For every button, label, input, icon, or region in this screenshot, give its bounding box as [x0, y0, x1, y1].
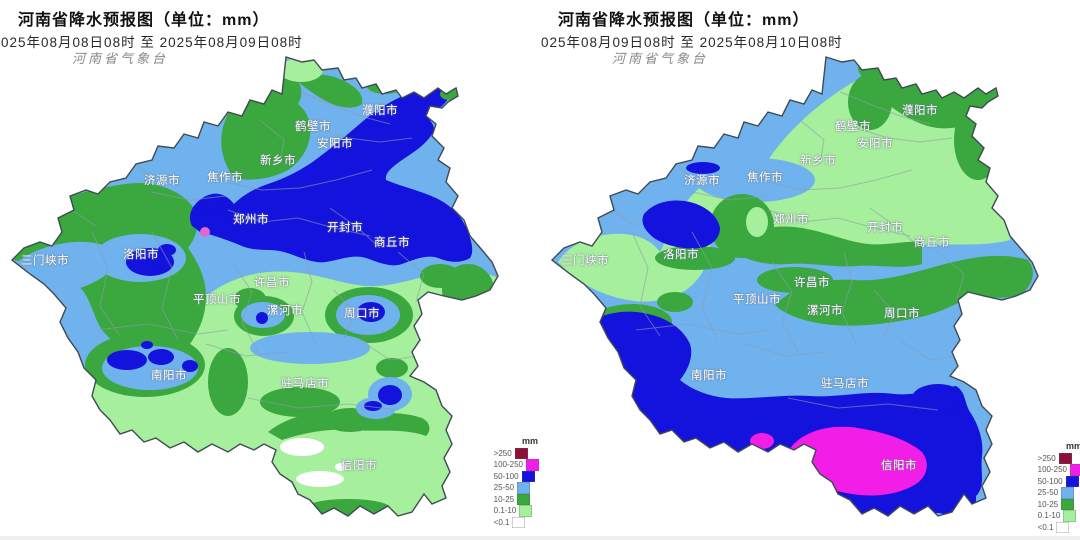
- legend-label: <0.1: [493, 517, 510, 527]
- map-title-day2: 河南省降水预报图（单位：mm）: [558, 12, 810, 29]
- map-date-range-day1: 025年08月08日08时 至 2025年08月09日08时: [1, 35, 303, 50]
- legend-row: 50-100: [493, 470, 539, 482]
- legend-label: <0.1: [1037, 522, 1054, 532]
- legend-row: 10-25: [493, 493, 539, 505]
- precip-layers-day1: [12, 57, 498, 516]
- legend-swatch: [514, 447, 528, 459]
- precip-legend-day2: mm >250 100-250 50-100 25-50 10-25 0.1-10 <0.1: [1037, 440, 1080, 533]
- legend-row: 0.1-10: [1038, 510, 1080, 522]
- legend-label: 10-25: [493, 494, 515, 504]
- legend-swatch: [1070, 464, 1080, 476]
- legend-row: >250: [493, 447, 539, 459]
- legend-swatch: [1061, 498, 1075, 510]
- legend-label: 0.1-10: [1037, 511, 1061, 520]
- legend-row: 25-50: [1038, 487, 1080, 499]
- legend-label: 10-25: [1037, 499, 1059, 509]
- legend-label: 50-100: [1037, 476, 1063, 486]
- legend-row: <0.1: [1037, 521, 1080, 533]
- map-date-range-day2: 025年08月09日08时 至 2025年08月10日08时: [541, 35, 843, 50]
- legend-label: 25-50: [1037, 488, 1059, 497]
- legend-row: 50-100: [1037, 475, 1080, 487]
- henan-precip-map-day1: [11, 56, 499, 517]
- legend-rows: >250 100-250 50-100 25-50 10-25 0.1-10 <0.1: [493, 447, 539, 528]
- legend-label: 100-250: [493, 460, 523, 469]
- legend-swatch: [519, 505, 533, 517]
- legend-swatch: [1063, 510, 1077, 522]
- legend-swatch: [512, 516, 526, 528]
- legend-row: 25-50: [494, 482, 539, 494]
- precip-legend-day1: mm >250 100-250 50-100 25-50 10-25 0.1-10 <0.1: [493, 435, 539, 528]
- precip-layers-day2: [552, 57, 1038, 516]
- legend-row: 10-25: [1037, 498, 1080, 510]
- map-title-day1: 河南省降水预报图（单位：mm）: [18, 12, 270, 29]
- agency-name-day2: 河南省气象台: [612, 52, 709, 67]
- agency-name-day1: 河南省气象台: [72, 52, 169, 67]
- legend-unit-label: mm: [521, 435, 538, 446]
- legend-swatch: [1056, 521, 1070, 533]
- legend-row: <0.1: [493, 516, 539, 528]
- legend-label: >250: [493, 448, 512, 458]
- legend-label: 25-50: [493, 483, 515, 492]
- legend-row: 100-250: [1038, 464, 1080, 476]
- legend-rows: >250 100-250 50-100 25-50 10-25 0.1-10 <0.1: [1037, 452, 1080, 533]
- legend-row: 100-250: [494, 459, 539, 471]
- legend-swatch: [521, 470, 535, 482]
- bottom-strip: [0, 536, 1080, 540]
- legend-label: >250: [1037, 453, 1056, 463]
- legend-label: 50-100: [493, 471, 519, 481]
- legend-swatch: [1061, 487, 1075, 499]
- legend-swatch: [517, 493, 531, 505]
- legend-swatch: [517, 482, 531, 494]
- legend-label: 100-250: [1037, 465, 1067, 474]
- legend-swatch: [1065, 475, 1079, 487]
- henan-precip-map-day2: [551, 56, 1039, 517]
- legend-swatch: [1058, 452, 1072, 464]
- legend-unit-label: mm: [1065, 440, 1080, 451]
- legend-row: 0.1-10: [494, 505, 539, 517]
- legend-label: 0.1-10: [493, 506, 517, 515]
- forecast-panel-day1: 濮阳市 鹤壁市 安阳市 新乡市 济源市 焦作市 郑州市 开封市 商丘市 三门峡市 洛阳市 许昌市 平顶山…: [1, 12, 539, 528]
- legend-swatch: [526, 459, 539, 471]
- legend-row: >250: [1037, 452, 1080, 464]
- forecast-panel-day2: 濮阳市 鹤壁市 安阳市 新乡市 济源市 焦作市 郑州市 开封市 商丘市 三门峡市 洛阳市 许昌市 平顶山…: [540, 0, 1080, 540]
